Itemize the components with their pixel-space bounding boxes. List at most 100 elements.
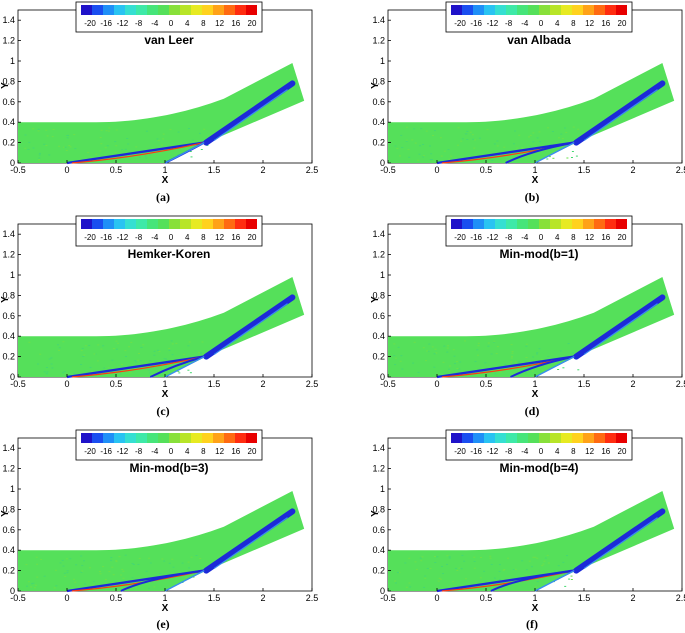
y-tick-label: 0.4 [2,331,15,341]
speckle [560,133,563,135]
colorbar-tick-label: -20 [84,447,96,456]
speckle [112,348,115,350]
speckle [512,569,515,570]
speckle [50,357,53,359]
colorbar-tick-label: 0 [539,233,544,242]
colorbar-swatch [616,219,627,229]
colorbar-tick-label: 16 [601,19,610,28]
colorbar-swatch [517,219,528,229]
colorbar-tick-label: 20 [618,447,627,456]
speckle [38,157,41,159]
speckle [46,371,49,373]
colorbar-swatch [213,219,224,229]
speckle [81,347,84,349]
colorbar-tick-label: 4 [555,447,560,456]
x-tick-label: 2.5 [676,593,685,603]
speckle [557,565,560,567]
speckle [434,556,436,557]
speckle [74,581,77,583]
x-tick-label: 1.5 [208,593,221,603]
speckle [120,587,122,589]
speckle [464,578,467,580]
speckle [169,129,172,131]
speckle [92,580,95,582]
y-tick-label: 1.2 [372,464,385,474]
ramp-shock [164,355,205,378]
x-tick-label: 0.5 [480,593,493,603]
colorbar-swatch [495,433,506,443]
speckle [66,570,69,572]
speckle [399,360,402,362]
speckle [570,141,573,143]
colorbar-tick-label: -16 [470,233,482,242]
speckle [477,342,480,344]
speckle [398,571,401,573]
speckle [490,353,493,355]
speckle [433,353,436,355]
panel-title: Min-mod(b=3) [130,461,209,475]
speckle [411,139,414,141]
x-tick-label: -0.5 [10,593,26,603]
x-tick-label: 1.5 [578,379,591,389]
speckle [145,130,148,132]
speckle [541,565,544,567]
speckle [421,556,424,558]
speckle [456,368,459,369]
x-tick-label: 1 [532,165,537,175]
y-tick-label: 0.8 [2,504,15,514]
speckle [79,158,82,160]
y-tick-label: 0.8 [372,290,385,300]
speckle [429,568,432,569]
speckle [51,136,54,138]
speckle [536,581,539,583]
speckle [417,159,420,161]
speckle [39,353,42,355]
speckle [575,155,578,157]
speckle [84,345,87,347]
speckle [536,137,539,139]
colorbar-tick-label: 8 [571,233,576,242]
y-tick-label: 0.2 [2,566,15,576]
speckle [571,157,573,158]
speckle [431,346,434,348]
colorbar-tick-label: 0 [169,233,174,242]
x-tick-label: 1 [532,379,537,389]
speckle [566,157,569,159]
y-axis-label: Y [0,510,11,517]
speckle [165,358,168,360]
main-shock-edge [583,303,658,356]
speckle [565,131,568,133]
speckle [125,356,127,357]
speckle [473,147,476,149]
colorbar-swatch [114,219,125,229]
colorbar-tick-label: -8 [135,447,143,456]
speckle [448,557,451,559]
speckle [97,344,100,346]
colorbar-swatch [103,5,114,15]
panel-title: Hemker-Koren [128,247,211,261]
speckle [80,571,83,573]
x-tick-label: 0 [64,593,69,603]
y-tick-label: 1.4 [2,15,15,25]
speckle [548,156,551,158]
speckle [61,372,64,374]
speckle [466,139,469,140]
colorbar-swatch [561,219,572,229]
speckle [116,348,118,350]
speckle [33,587,36,589]
speckle [139,360,142,362]
colorbar-tick-label: -20 [454,447,466,456]
speckle [158,351,161,352]
speckle [172,566,175,568]
panel-c: -0.5 0 0.5 1 1.5 2 2.5 0 0.2 0.4 0.6 0.8 1 1.2 1.4 X Y -2… [0,214,330,409]
speckle [466,130,469,132]
speckle [557,369,560,370]
reflected-shock [505,141,575,164]
speckle [124,350,127,352]
speckle [429,145,431,147]
speckle [521,147,524,149]
colorbar-tick-label: -12 [487,19,499,28]
y-tick-label: 0.6 [2,525,15,535]
panel-label-a: (a) [156,190,170,204]
speckle [115,561,118,563]
